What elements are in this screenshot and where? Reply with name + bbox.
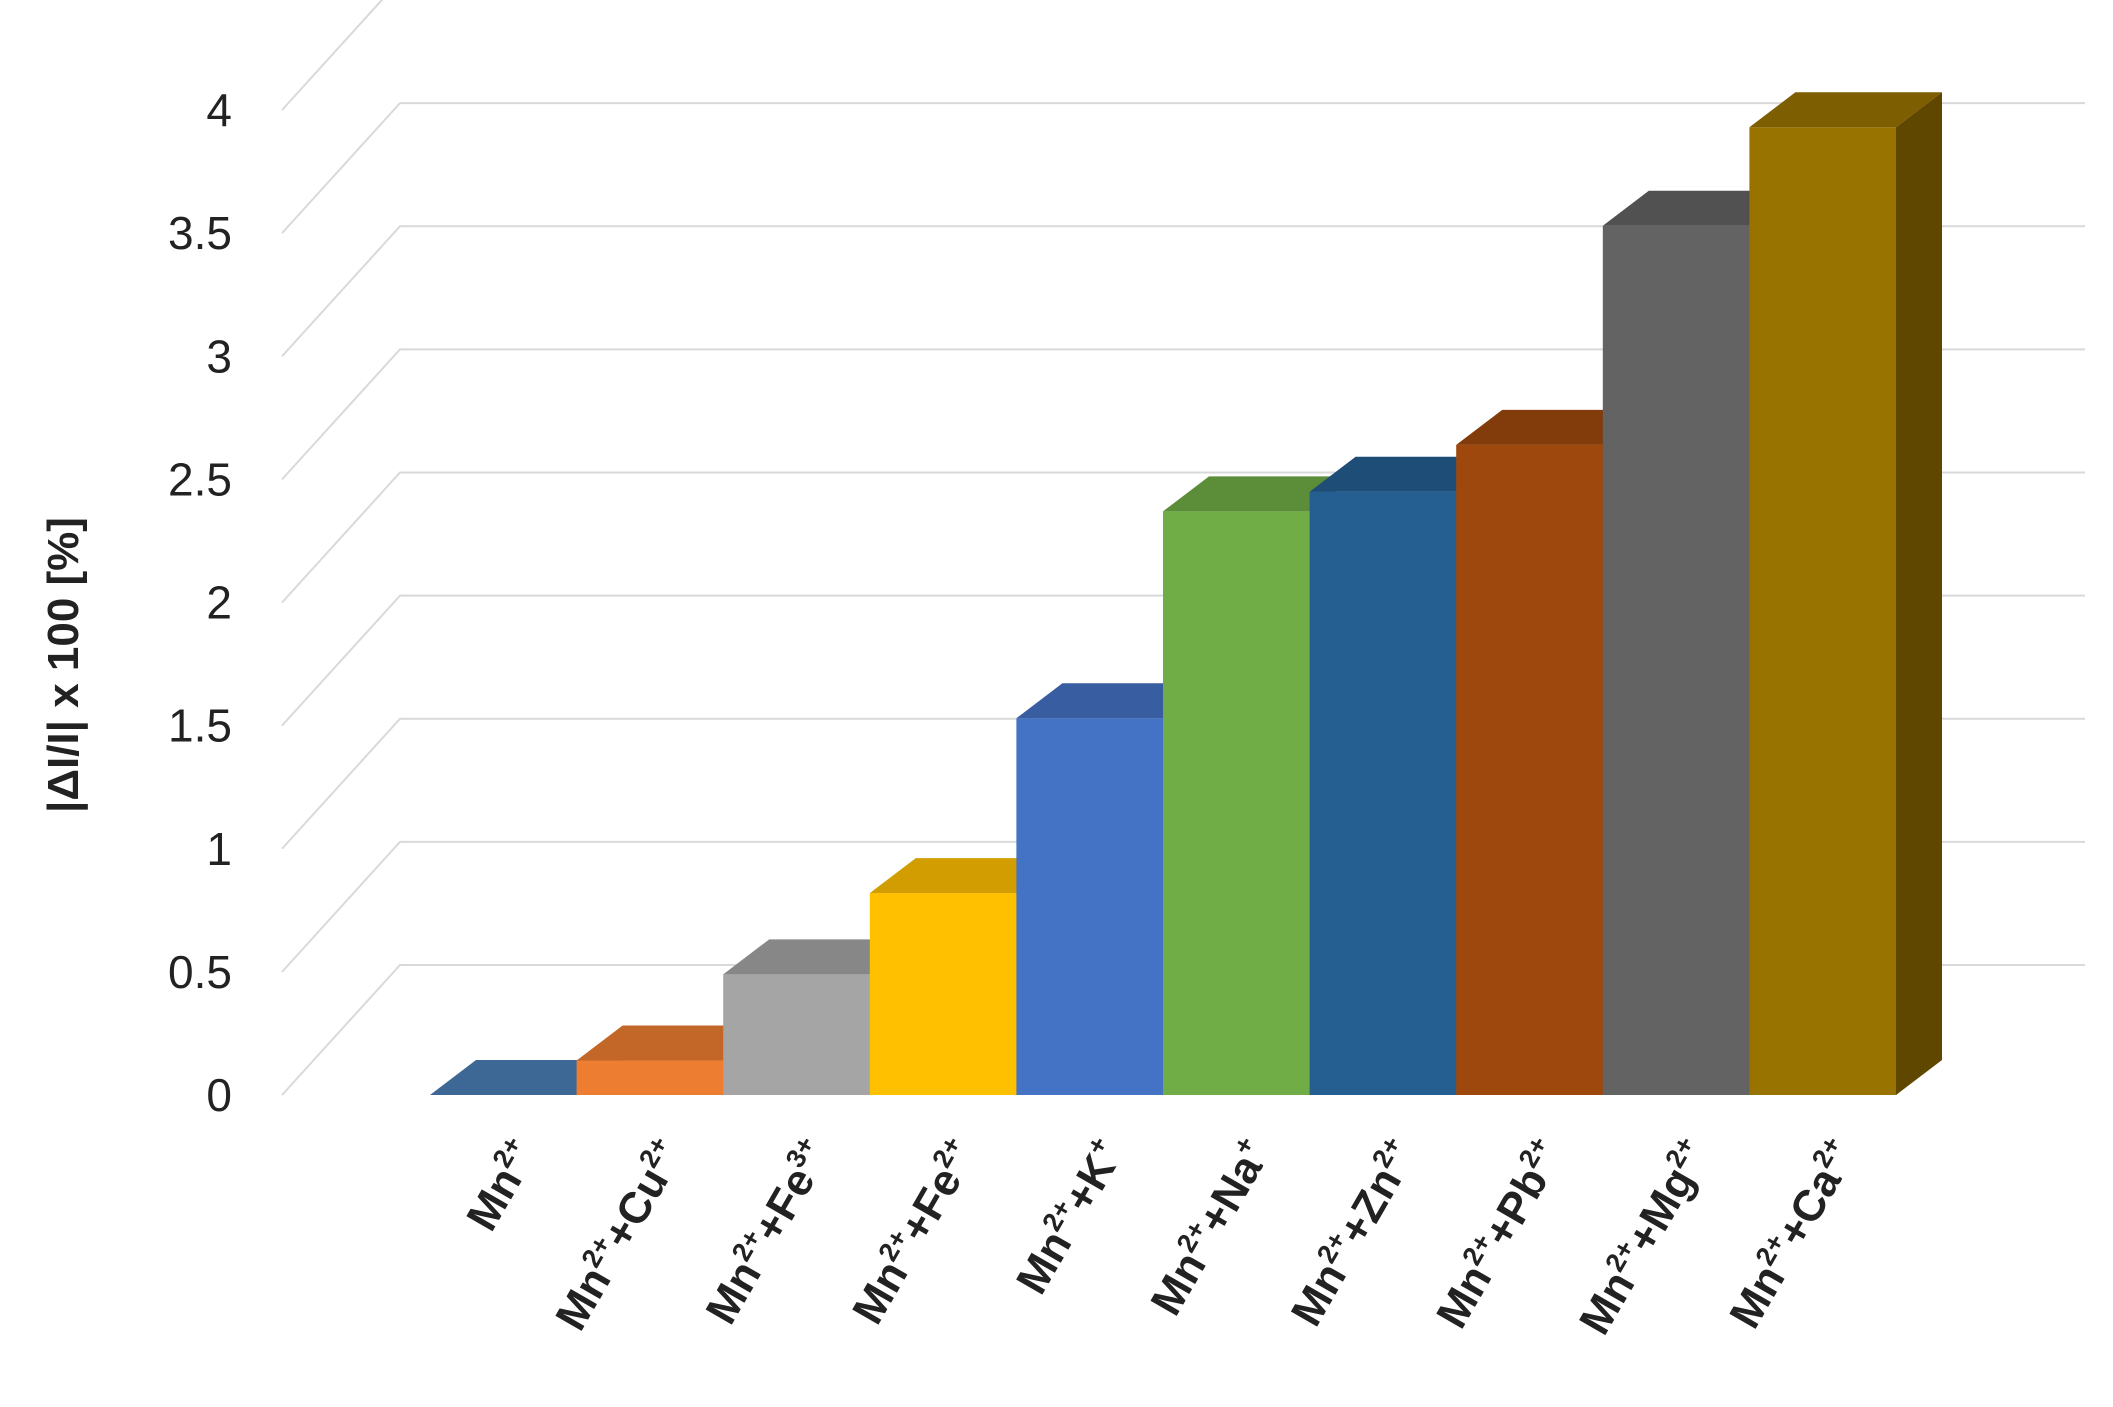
bar: [576, 1025, 770, 1095]
x-axis-categories: Mn2+​Mn2+​+Cu2+​Mn2+​+Fe3+​Mn2+​+Fe2+​Mn…: [455, 1131, 1867, 1343]
bar: [1602, 190, 1796, 1096]
y-tick-label: 3.5: [168, 207, 232, 259]
x-tick-label: Mn2+​+Pb2+​: [1425, 1131, 1574, 1336]
x-tick-label: Mn2+​+Mg2+​: [1568, 1131, 1720, 1343]
bar: [1749, 92, 1942, 1096]
bars: [430, 92, 1942, 1096]
bar-top: [1309, 456, 1503, 492]
gridline: [281, 348, 2085, 481]
bar: [1016, 683, 1209, 1095]
bar-front: [1456, 444, 1604, 1095]
x-tick-label: Mn2+​: [455, 1131, 547, 1239]
y-tick-label: 0.5: [168, 946, 232, 998]
bar-side: [1896, 92, 1942, 1096]
bar-top: [1456, 409, 1649, 445]
y-tick-label: 3: [206, 330, 232, 382]
x-tick-label: Mn2+​+Fe2+​: [841, 1131, 987, 1332]
bar-top: [723, 939, 916, 975]
gridline: [281, 225, 2085, 357]
gridline: [281, 102, 2085, 234]
x-tick-label: Mn2+​+Fe3+​: [694, 1131, 840, 1332]
bar-top: [1602, 190, 1796, 226]
y-tick-label: 0: [206, 1069, 232, 1121]
bar: [869, 858, 1063, 1095]
y-tick-label: 2.5: [168, 453, 232, 505]
gridline: [281, 0, 384, 111]
bar: [1309, 456, 1503, 1095]
bar: [1163, 476, 1356, 1095]
y-tick-label: 1.5: [168, 700, 232, 752]
bar-front: [576, 1060, 724, 1095]
bar-top: [576, 1025, 770, 1061]
bar-front: [1749, 127, 1897, 1096]
y-tick-label: 4: [206, 84, 232, 136]
bar-front: [869, 893, 1017, 1095]
x-tick-label: Mn2+​+Cu2+​: [544, 1131, 694, 1338]
y-tick-label: 2: [206, 577, 232, 629]
y-tick-label: 1: [206, 823, 232, 875]
bar-front: [1602, 225, 1750, 1096]
bar-front: [1163, 511, 1311, 1095]
bar-front: [723, 974, 871, 1095]
bar-top: [430, 1060, 623, 1095]
x-tick-label: Mn2+​+Zn2+​: [1279, 1131, 1426, 1334]
x-tick-label: Mn2+​+K+​: [1005, 1131, 1134, 1302]
bar-top: [869, 858, 1063, 894]
bar-front: [1016, 718, 1164, 1095]
x-tick-label: Mn2+​+Na+​: [1139, 1131, 1280, 1323]
bar-top: [1749, 92, 1942, 128]
bar-top: [1163, 476, 1356, 512]
gridlines: [281, 0, 2085, 1096]
y-axis-title: |ΔI/I| x 100 [%]: [39, 517, 89, 813]
bar-front: [1309, 491, 1457, 1095]
bar: [1456, 409, 1649, 1095]
bar: [723, 939, 916, 1095]
bar: [430, 1060, 623, 1095]
x-tick-label: Mn2+​+Ca2+​: [1718, 1131, 1867, 1336]
bar-top: [1016, 683, 1209, 719]
y-axis-ticks: 0 0.5 1 1.5 2 2.5 3 3.5 4: [168, 84, 232, 1121]
